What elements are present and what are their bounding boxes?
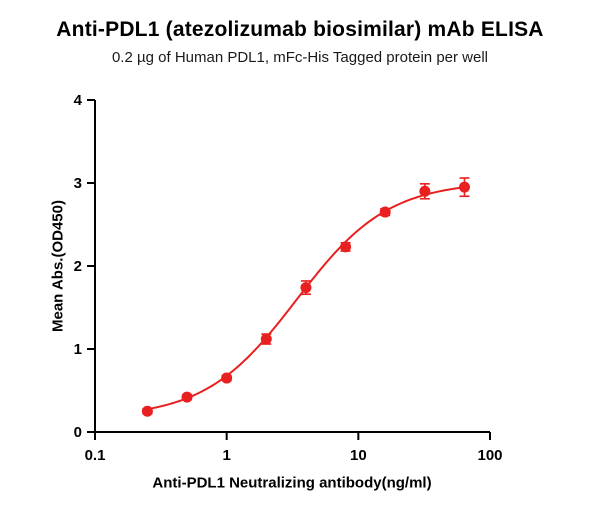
chart-subtitle: 0.2 µg of Human PDL1, mFc-His Tagged pro…: [111, 49, 489, 66]
y-tick-label: 0: [74, 424, 82, 441]
plot-area: 0 1 2 3 4 0.1 1 10 100 Mean Abs.(OD450) Anti-PDL…: [0, 82, 600, 522]
chart-title: Anti-PDL1 (atezolizumab biosimilar) mAb …: [56, 18, 544, 41]
x-axis-label: Anti-PDL1 Neutralizing antibody(ng/ml): [152, 474, 432, 492]
data-point: [458, 181, 470, 193]
data-point: [300, 282, 312, 294]
data-point: [260, 333, 272, 345]
data-point: [221, 372, 233, 384]
x-tick-label: 1: [222, 447, 230, 464]
x-tick-label: 10: [350, 447, 367, 464]
dose-response-chart: 0 1 2 3 4 0.1 1 10 100: [74, 92, 503, 464]
x-tick-label: 0.1: [85, 447, 106, 464]
y-tick-label: 1: [74, 341, 82, 358]
y-axis-label: Mean Abs.(OD450): [49, 200, 67, 332]
data-point: [419, 185, 431, 197]
y-tick-label: 4: [74, 92, 83, 109]
y-tick-label: 3: [74, 175, 82, 192]
data-point: [141, 405, 153, 417]
axes-frame: [94, 100, 490, 433]
y-tick-label: 2: [74, 258, 82, 275]
fit-curve: [147, 186, 465, 411]
data-point: [181, 391, 193, 403]
x-tick-label: 100: [477, 447, 502, 464]
data-point: [379, 206, 391, 218]
data-point: [340, 241, 352, 253]
